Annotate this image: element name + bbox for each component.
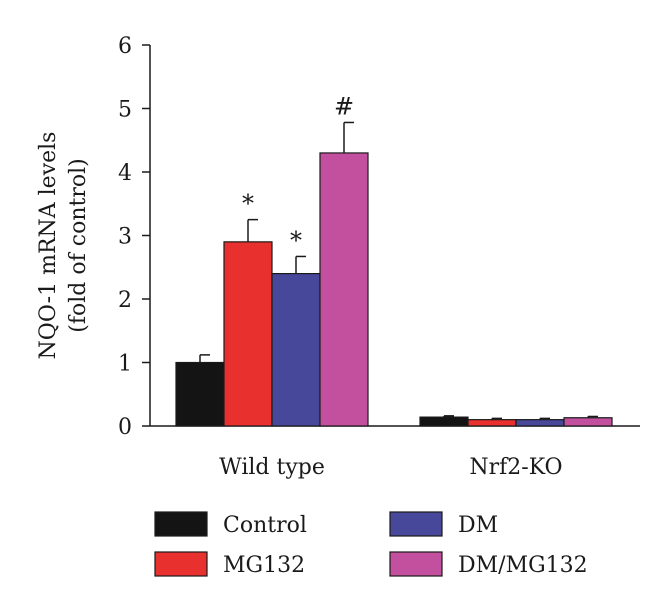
- legend-swatch: [154, 551, 208, 577]
- y-tick-label: 3: [118, 225, 132, 250]
- significance-marker: *: [290, 226, 302, 254]
- legend: Control MG132 DM DM/MG132: [154, 511, 588, 578]
- y-axis-title-line-1: NQO-1 mRNA levels: [36, 132, 61, 360]
- significance-marker: *: [242, 190, 254, 218]
- y-tick-label: 2: [118, 288, 132, 313]
- y-tick-label: 4: [118, 161, 132, 186]
- legend-swatch: [154, 511, 208, 537]
- bar: [515, 419, 565, 427]
- legend-label: DM/MG132: [458, 553, 588, 578]
- bar: [175, 361, 225, 427]
- bar: [419, 416, 469, 427]
- bars: * * #: [175, 92, 613, 427]
- x-tick-label: Nrf2-KO: [469, 455, 562, 480]
- bar: [319, 152, 369, 427]
- legend-swatch: [389, 551, 443, 577]
- bar: [467, 419, 517, 427]
- legend-label: MG132: [223, 553, 305, 578]
- legend-label: DM: [458, 513, 498, 538]
- y-tick-label: 1: [118, 352, 132, 377]
- y-tick-label: 6: [118, 34, 132, 59]
- significance-marker: #: [334, 92, 354, 120]
- legend-label: Control: [223, 513, 307, 538]
- y-axis-title-line-2: (fold of control): [66, 158, 91, 332]
- legend-swatch: [389, 511, 443, 537]
- bar: [271, 273, 321, 427]
- y-tick-label: 5: [118, 98, 132, 123]
- x-tick-label: Wild type: [219, 455, 325, 480]
- bar: [563, 417, 613, 427]
- y-axis-title: NQO-1 mRNA levels (fold of control): [36, 132, 91, 360]
- category-labels: Wild type Nrf2-KO: [219, 455, 562, 480]
- bar: [223, 241, 273, 427]
- y-tick-label: 0: [118, 415, 132, 440]
